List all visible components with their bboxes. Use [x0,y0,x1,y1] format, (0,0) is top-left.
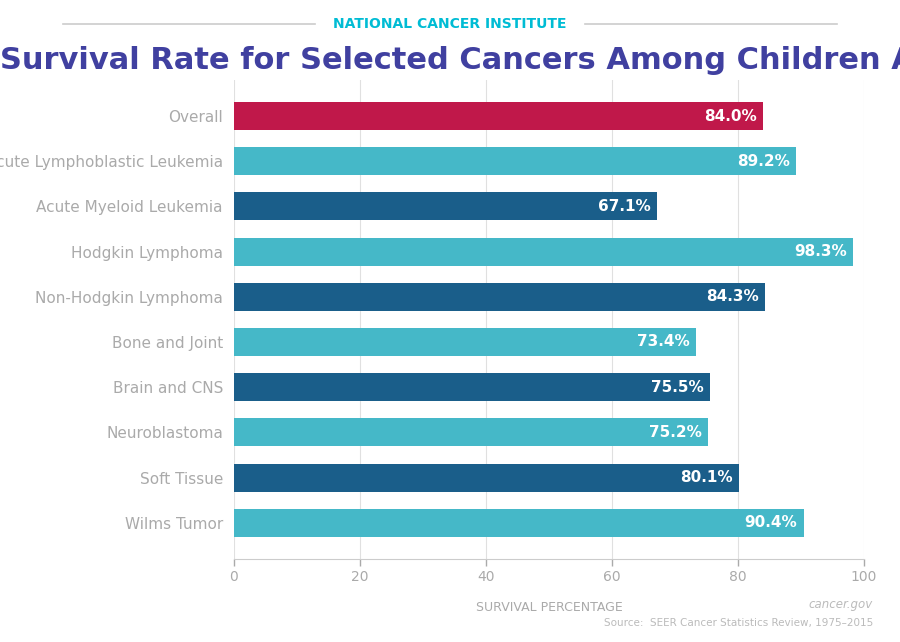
Text: 75.5%: 75.5% [651,379,703,395]
Text: Source:  SEER Cancer Statistics Review, 1975–2015: Source: SEER Cancer Statistics Review, 1… [604,618,873,628]
Bar [234,282,765,311]
Bar [234,328,697,356]
Text: cancer.gov: cancer.gov [809,598,873,611]
Bar [234,238,853,266]
Text: 90.4%: 90.4% [744,516,797,530]
X-axis label: SURVIVAL PERCENTAGE: SURVIVAL PERCENTAGE [475,601,623,614]
Bar [234,508,804,537]
Text: 89.2%: 89.2% [737,153,789,169]
Text: 84.3%: 84.3% [706,290,759,304]
Text: Five-Year Survival Rate for Selected Cancers Among Children Ages 0–19: Five-Year Survival Rate for Selected Can… [0,46,900,76]
Bar [234,147,796,175]
Bar [234,419,707,446]
Text: 84.0%: 84.0% [704,108,757,123]
Text: 73.4%: 73.4% [637,334,690,349]
Bar [234,193,657,220]
Bar [234,102,763,130]
Text: 67.1%: 67.1% [598,199,651,214]
Text: 98.3%: 98.3% [794,244,847,259]
Text: 80.1%: 80.1% [680,470,733,485]
Text: 75.2%: 75.2% [649,425,701,440]
Text: NATIONAL CANCER INSTITUTE: NATIONAL CANCER INSTITUTE [333,17,567,31]
Bar [234,464,739,492]
Bar [234,373,709,401]
